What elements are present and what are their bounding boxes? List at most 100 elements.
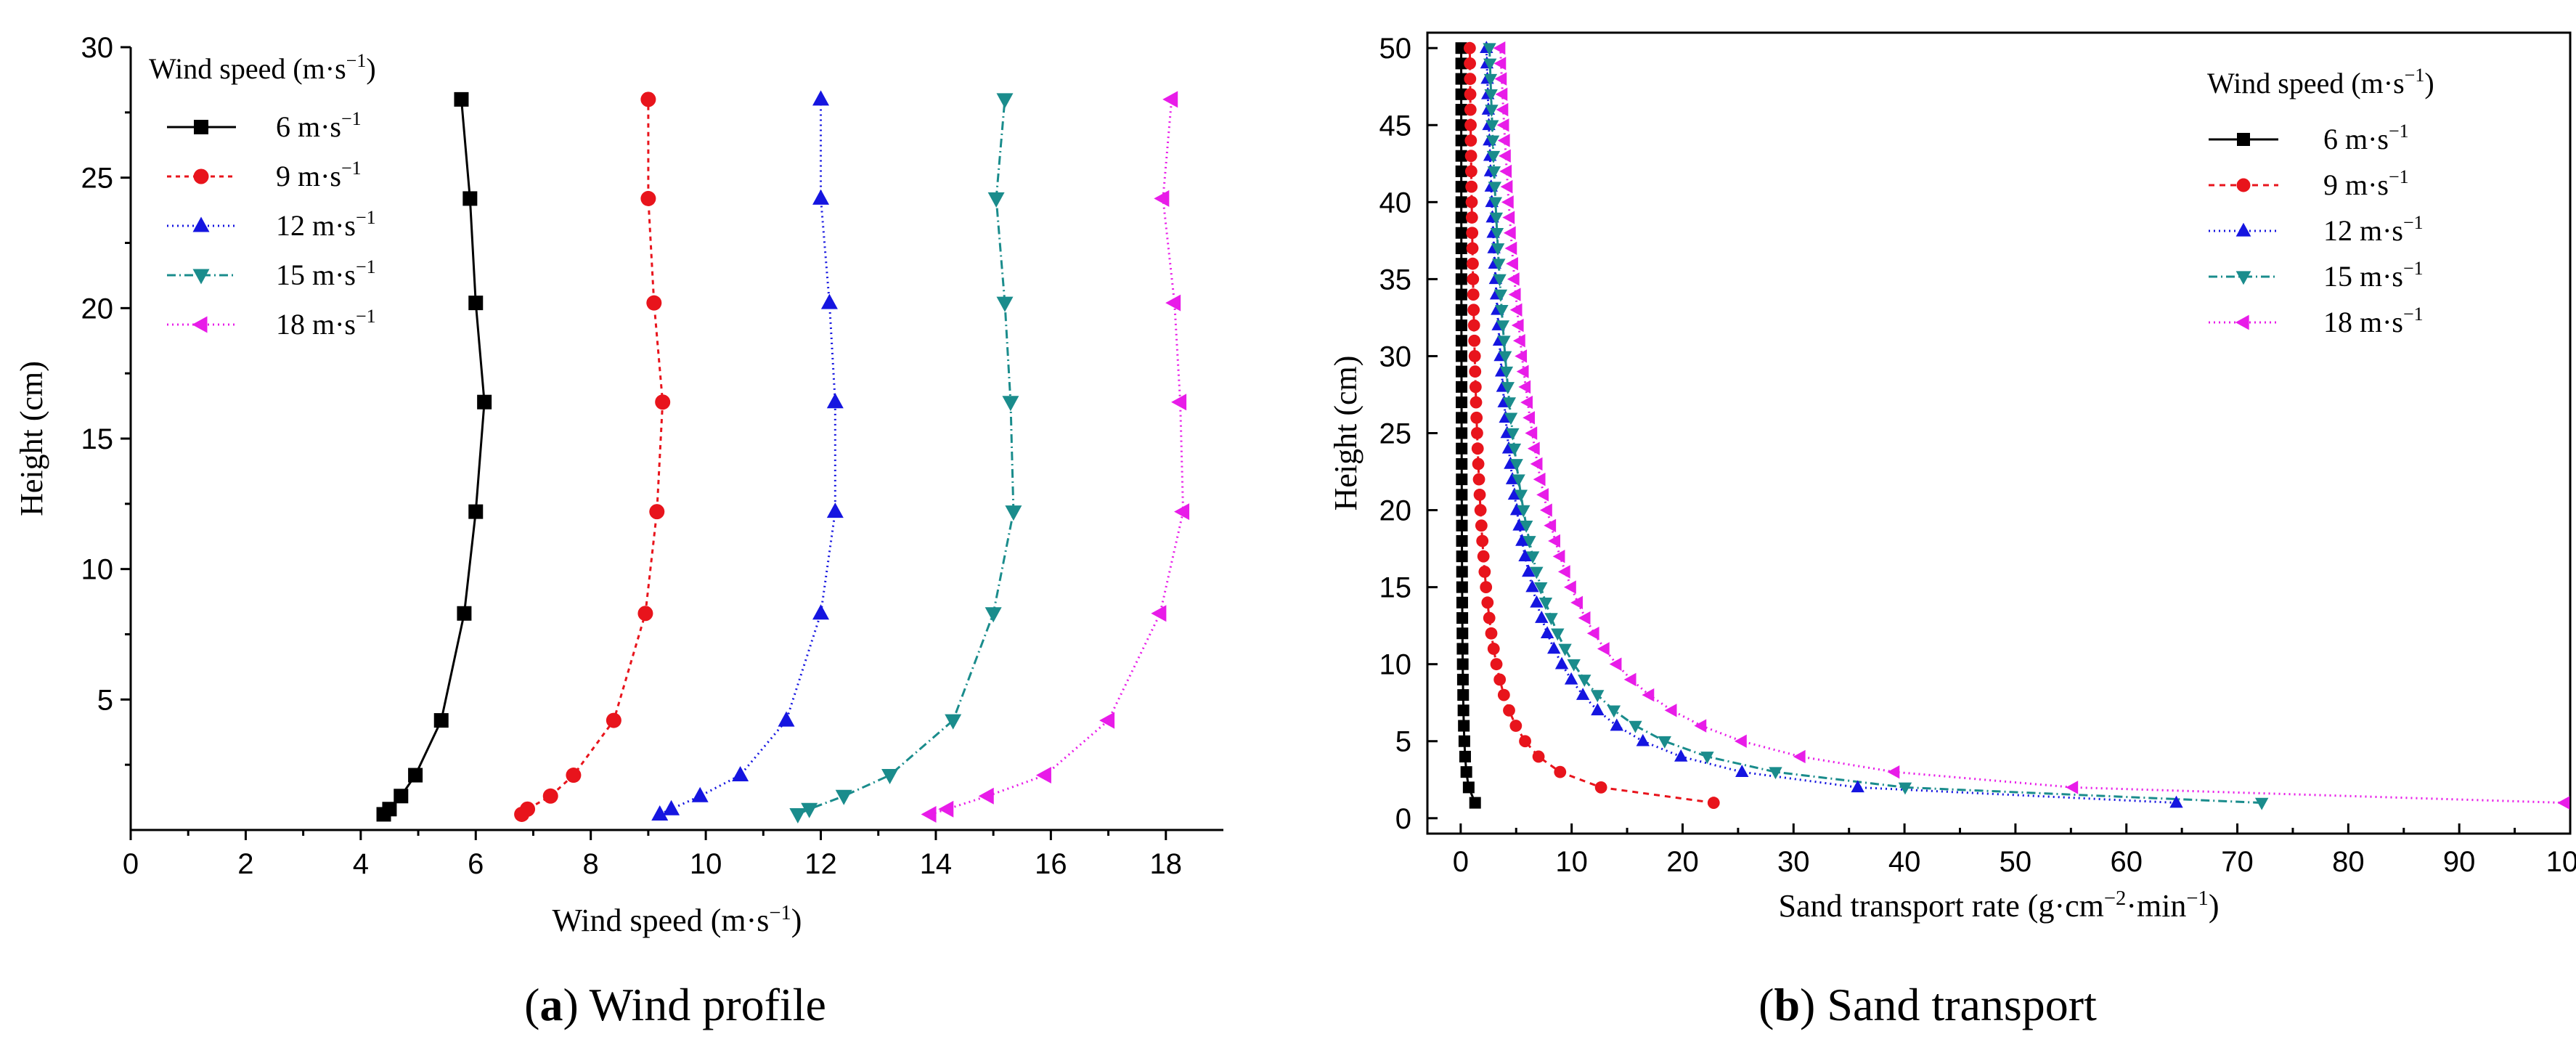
data-point-b (1636, 733, 1650, 746)
data-point-b (1456, 412, 1468, 424)
data-point-b (1532, 750, 1545, 763)
x-tick-label-a: 0 (123, 848, 139, 880)
data-point-b (1481, 596, 1494, 609)
data-point-b (2066, 781, 2079, 794)
data-point-b (1456, 457, 1468, 470)
data-point-b (1610, 718, 1623, 731)
data-point-b (1488, 182, 1502, 195)
data-point-a (812, 604, 830, 620)
data-point-b (1489, 212, 1504, 225)
y-tick-label-a: 10 (81, 554, 114, 586)
data-point-b (1456, 473, 1468, 486)
data-point-a (394, 789, 409, 804)
data-point-b (1488, 197, 1503, 210)
x-tick-label-a: 8 (583, 848, 599, 880)
series-line-b (1499, 48, 2565, 805)
data-point-a (996, 93, 1014, 109)
data-point-b (1506, 256, 1518, 271)
data-point-b (1456, 534, 1468, 547)
data-point-b (1496, 102, 1509, 117)
data-point-b (1455, 320, 1467, 332)
x-tick-label-a: 12 (804, 848, 837, 880)
data-point-b (1664, 704, 1677, 717)
data-point-b (1629, 720, 1642, 733)
x-tick-label-b: 70 (2221, 846, 2254, 878)
data-point-a (520, 801, 536, 817)
y-tick-label-b: 50 (1379, 33, 1412, 65)
data-point-b (1455, 288, 1467, 301)
data-point-b (1525, 551, 1540, 564)
data-point-a (820, 293, 838, 309)
data-point-b (1476, 534, 1489, 548)
data-point-b (1455, 57, 1467, 70)
data-point-b (1469, 797, 1481, 809)
caption-a: (a) Wind profile (524, 979, 826, 1030)
data-point-b (1609, 657, 1622, 671)
data-point-b (1898, 782, 1912, 795)
legend-label-b: 6 m·s−1 (2323, 121, 2409, 155)
data-point-b (1570, 595, 1583, 610)
data-point-b (2557, 796, 2570, 810)
data-point-b (1464, 88, 1477, 101)
data-point-b (1597, 642, 1610, 656)
data-point-b (1458, 720, 1470, 732)
y-tick-label-b: 30 (1379, 341, 1412, 373)
data-point-b (1503, 704, 1515, 717)
data-point-b (1496, 320, 1510, 333)
legend-marker-b (2235, 271, 2251, 285)
data-point-b (1507, 272, 1520, 286)
data-point-b (1514, 489, 1528, 502)
data-point-b (1540, 626, 1554, 639)
data-point-b (1544, 613, 1558, 626)
data-point-a (640, 190, 656, 206)
legend-marker-a (192, 269, 210, 285)
x-tick-label-b: 50 (2000, 846, 2032, 878)
x-tick-label-a: 18 (1150, 848, 1183, 880)
y-tick-label-a: 15 (81, 423, 114, 455)
data-point-b (1455, 211, 1467, 224)
data-point-a (691, 786, 709, 802)
data-point-b (1658, 736, 1671, 749)
data-point-b (1564, 580, 1576, 594)
data-point-b (1496, 118, 1509, 132)
data-point-b (1516, 365, 1529, 378)
data-point-b (1485, 135, 1500, 148)
data-point-b (1456, 612, 1469, 624)
data-point-b (1471, 442, 1484, 455)
data-point-b (1463, 41, 1476, 54)
data-point-b (1469, 365, 1482, 378)
x-tick-label-a: 4 (353, 848, 369, 880)
data-point-b (1490, 658, 1503, 671)
data-point-b (1483, 43, 1496, 56)
data-point-b (1576, 688, 1590, 700)
legend-label-a: 9 m·s−1 (276, 158, 362, 192)
x-tick-label-b: 80 (2332, 846, 2365, 878)
data-point-b (2254, 797, 2269, 810)
data-point-b (1504, 241, 1517, 256)
data-point-b (1535, 611, 1549, 623)
data-point-b (1455, 181, 1467, 193)
data-point-b (1474, 504, 1487, 516)
data-point-b (1458, 735, 1470, 747)
data-point-b (1486, 150, 1501, 163)
data-point-b (1455, 350, 1467, 362)
x-axis-label-b: Sand transport rate (g·cm−2·min−1) (1778, 887, 2219, 924)
data-point-b (1493, 41, 1506, 55)
data-point-b (1515, 533, 1529, 546)
y-tick-label-b: 0 (1395, 803, 1411, 835)
data-point-b (1484, 89, 1498, 102)
data-point-b (1470, 396, 1483, 409)
data-point-a (1099, 712, 1115, 729)
data-point-b (1456, 658, 1469, 670)
data-point-b (1473, 488, 1486, 501)
data-point-b (1518, 549, 1532, 561)
data-point-a (789, 807, 807, 823)
data-point-b (1547, 641, 1561, 654)
data-point-b (1487, 166, 1501, 179)
data-point-b (1564, 672, 1578, 685)
x-tick-label-a: 14 (920, 848, 953, 880)
legend-label-a: 12 m·s−1 (276, 207, 376, 242)
data-point-b (1498, 351, 1512, 364)
data-point-b (1502, 211, 1515, 224)
data-point-b (1527, 441, 1540, 455)
